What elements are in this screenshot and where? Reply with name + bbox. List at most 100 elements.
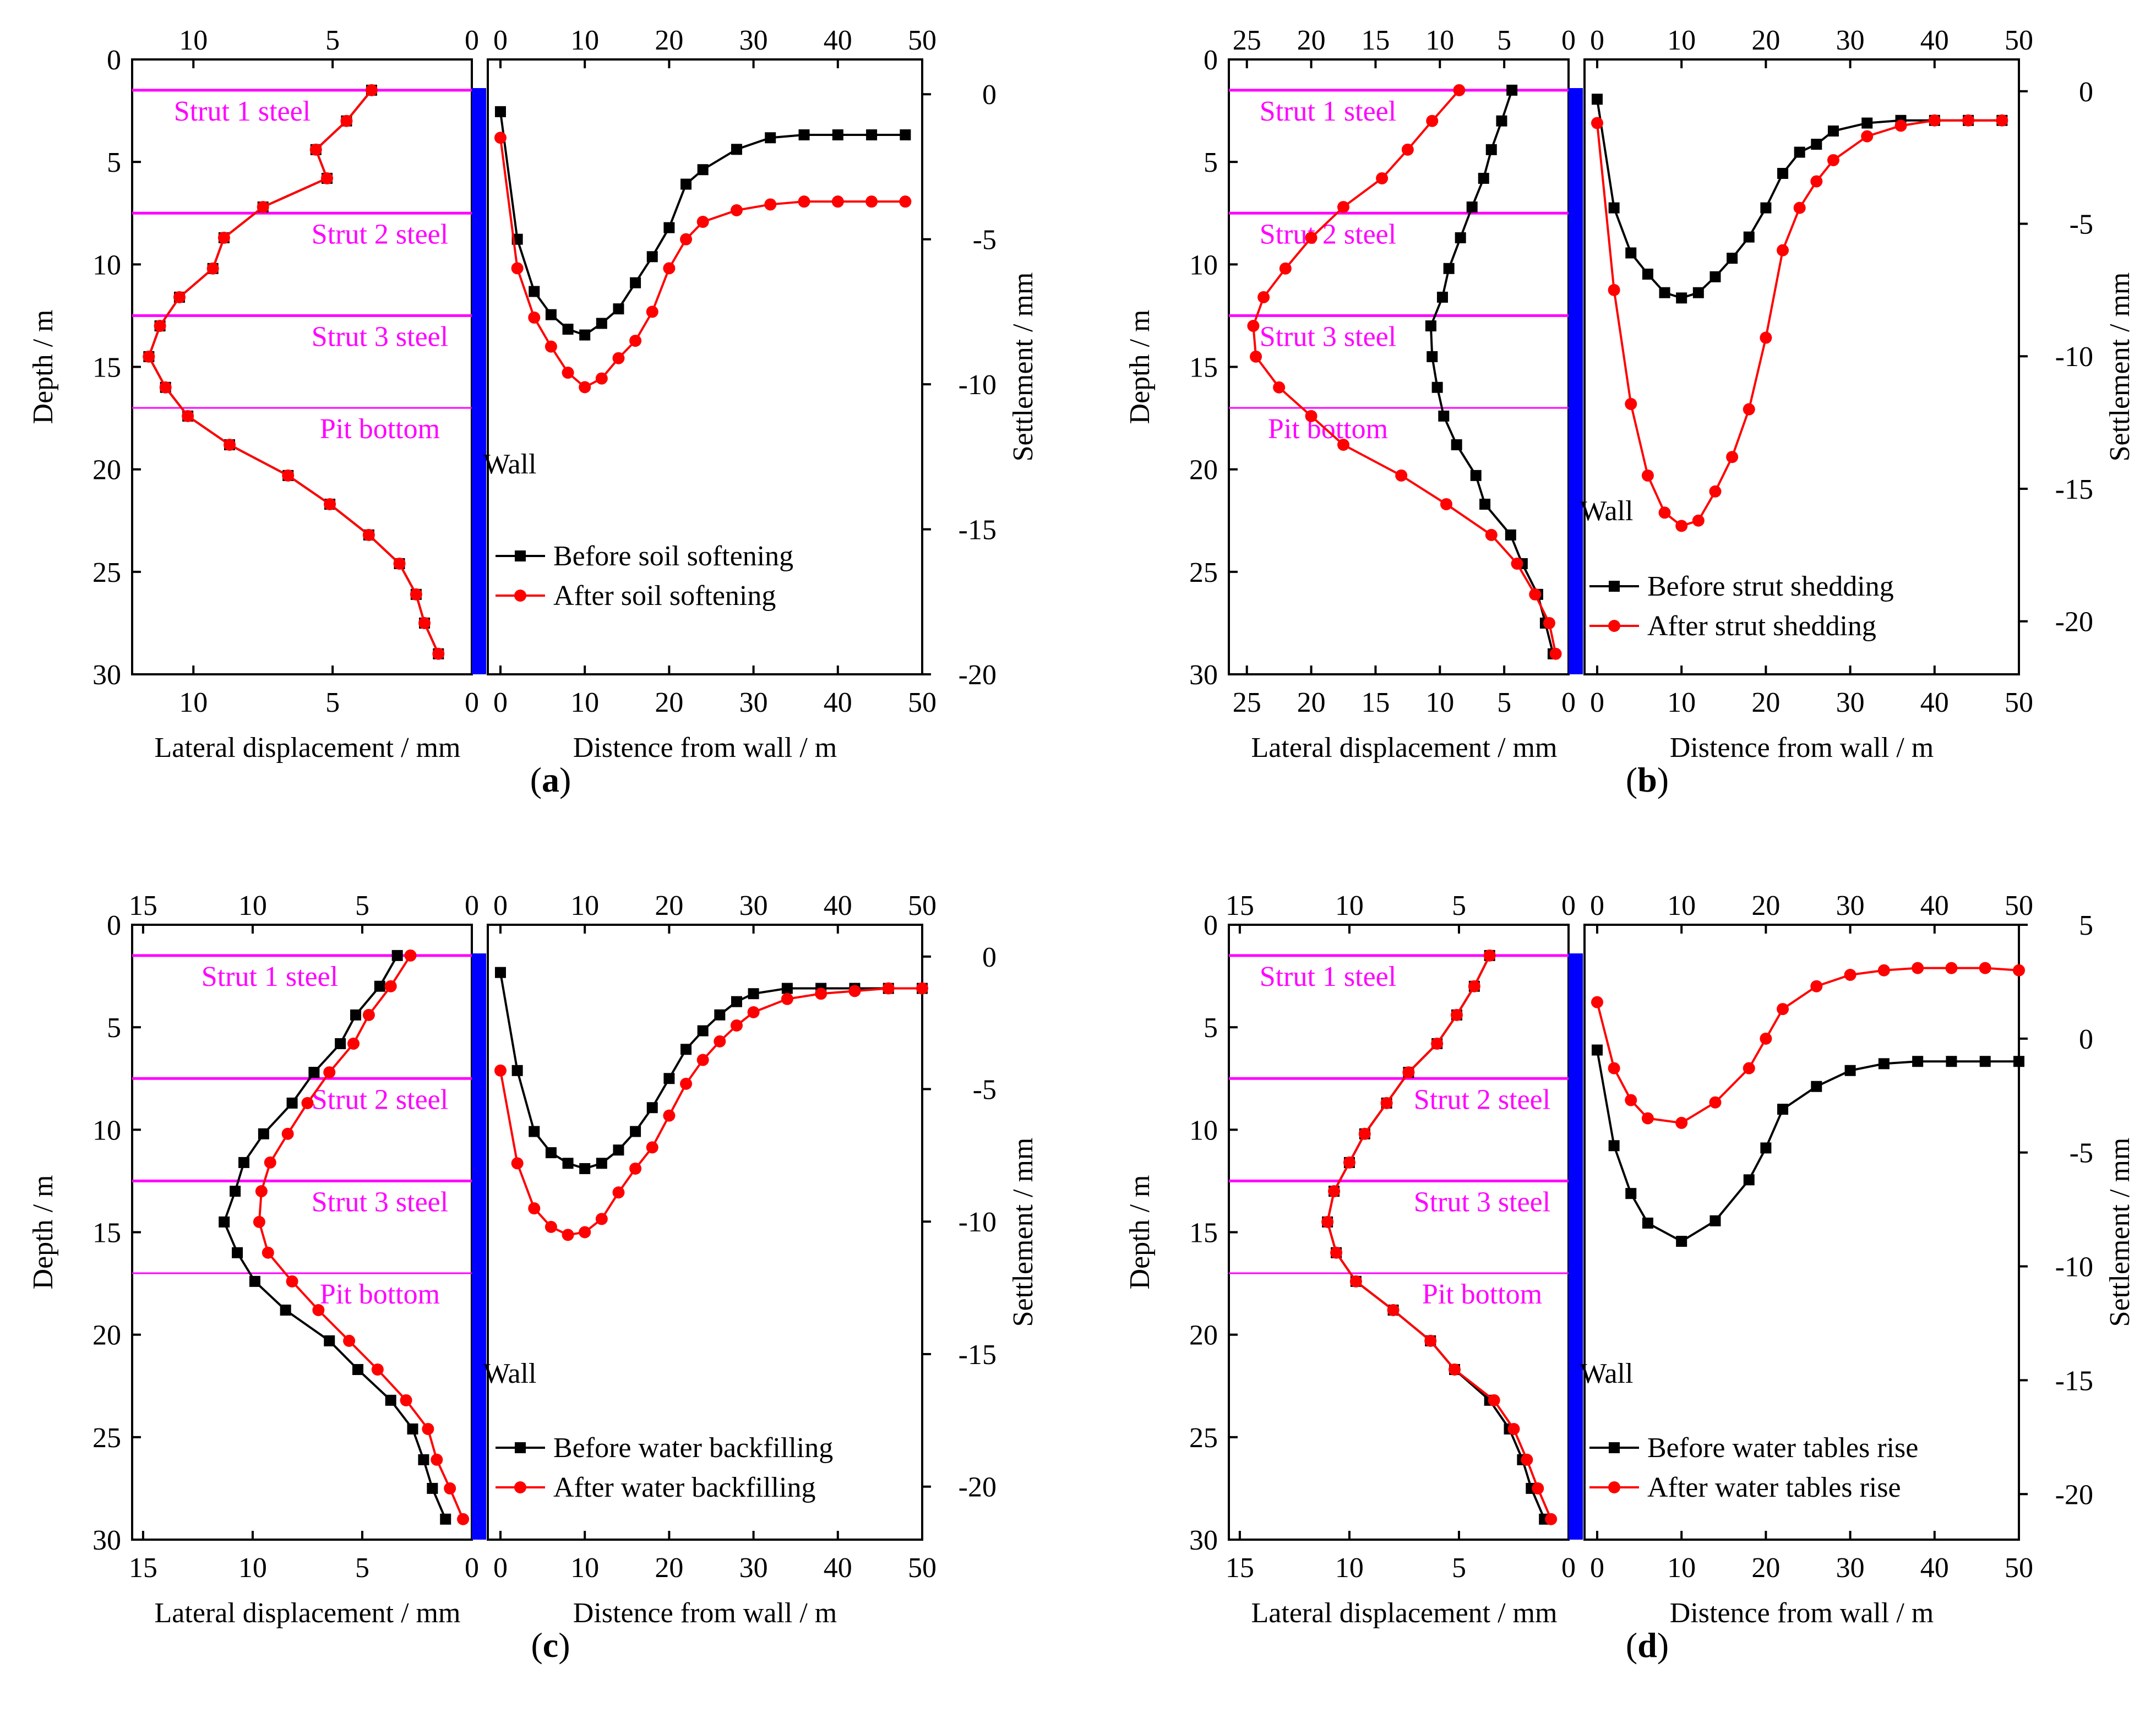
lateral-series-0-point bbox=[1485, 144, 1497, 155]
depth-tick-label: 20 bbox=[92, 1320, 121, 1351]
lateral-series-1-point bbox=[1387, 1303, 1400, 1316]
distance-top-tick-label: 0 bbox=[493, 25, 508, 56]
settlement-series-1-point bbox=[1608, 283, 1620, 296]
settlement-series-0-point bbox=[1676, 292, 1687, 304]
lateral-series-1-point bbox=[1440, 498, 1452, 510]
level-label-pit: Pit bottom bbox=[320, 413, 440, 445]
lateral-series-1-point bbox=[309, 143, 322, 156]
depth-tick-label: 0 bbox=[107, 910, 121, 941]
settlement-axis-title: Settlement / mm bbox=[2104, 272, 2136, 462]
distance-top-tick-label: 50 bbox=[2005, 25, 2033, 56]
settlement-series-1-point bbox=[562, 1229, 574, 1241]
lateral-series-1-point bbox=[1521, 1453, 1533, 1466]
depth-tick-label: 25 bbox=[1189, 1422, 1218, 1454]
lateral-bottom-tick-label: 5 bbox=[355, 1552, 369, 1584]
legend-before-marker bbox=[1609, 581, 1620, 592]
distance-bottom-tick-label: 40 bbox=[824, 687, 852, 718]
depth-axis-title: Depth / m bbox=[1124, 1175, 1156, 1290]
settlement-series-1-point bbox=[595, 1213, 608, 1225]
settlement-series-0-point bbox=[579, 1163, 591, 1174]
depth-tick-label: 30 bbox=[92, 659, 121, 691]
settlement-series-1-point bbox=[1912, 962, 1924, 974]
settlement-series-0-point bbox=[630, 277, 641, 288]
distance-top-tick-label: 50 bbox=[2005, 890, 2033, 921]
distance-top-tick-label: 40 bbox=[1920, 25, 1949, 56]
settlement-series-1-point bbox=[663, 262, 676, 275]
settlement-series-1-point bbox=[680, 1077, 693, 1090]
settlement-tick-label: -20 bbox=[2055, 1479, 2093, 1510]
settlement-series-1-point bbox=[899, 195, 912, 208]
lateral-series-0-point bbox=[352, 1363, 364, 1375]
settlement-series-0-point bbox=[1777, 1104, 1789, 1115]
lateral-series-1-point bbox=[347, 1037, 360, 1050]
lateral-series-0-point bbox=[324, 1335, 335, 1346]
settlement-series-1-point bbox=[629, 335, 642, 347]
level-label-strut1: Strut 1 steel bbox=[202, 961, 338, 992]
lateral-top-tick-label: 0 bbox=[1561, 25, 1576, 56]
distance-bottom-tick-label: 30 bbox=[1836, 1552, 1865, 1584]
lateral-series-1-point bbox=[255, 1185, 268, 1198]
lateral-series-1-point bbox=[286, 1275, 298, 1288]
level-label-strut1: Strut 1 steel bbox=[1260, 96, 1396, 127]
depth-tick-label: 0 bbox=[107, 45, 121, 76]
distance-top-tick-label: 0 bbox=[1590, 890, 1604, 921]
lateral-axis-title: Lateral displacement / mm bbox=[155, 732, 461, 763]
lateral-series-1-point bbox=[1468, 980, 1480, 992]
settlement-series-0-point bbox=[748, 988, 759, 1000]
settlement-series-1-point bbox=[714, 1035, 726, 1048]
legend-before-label: Before soil softening bbox=[553, 541, 793, 572]
lateral-series-0-point bbox=[1479, 498, 1491, 510]
depth-tick-label: 10 bbox=[92, 1115, 121, 1146]
lateral-series-1-point bbox=[1532, 1482, 1544, 1495]
distance-bottom-tick-label: 30 bbox=[739, 687, 768, 718]
settlement-series-0-point bbox=[1811, 1081, 1822, 1092]
settlement-series-1-point bbox=[1608, 1062, 1620, 1075]
settlement-series-1-point bbox=[1979, 962, 1991, 974]
panel-caption: (c) bbox=[531, 1626, 570, 1665]
settlement-series-0-point bbox=[680, 1044, 692, 1055]
settlement-series-0-point bbox=[494, 967, 506, 978]
settlement-series-1-point bbox=[595, 372, 608, 385]
settlement-series-0-point bbox=[1709, 271, 1721, 282]
lateral-series-1-point bbox=[1279, 262, 1292, 275]
lateral-series-0-point bbox=[427, 1482, 438, 1494]
settlement-series-0-point bbox=[1676, 1236, 1687, 1247]
settlement-series-1-point bbox=[696, 216, 709, 228]
lateral-series-0-point bbox=[1425, 320, 1436, 332]
lateral-series-1-point bbox=[1349, 1275, 1362, 1288]
settlement-series-0-line bbox=[499, 972, 922, 1170]
lateral-series-1-point bbox=[362, 528, 375, 541]
settlement-series-0-point bbox=[781, 983, 793, 994]
distance-top-tick-label: 40 bbox=[1920, 890, 1949, 921]
lateral-bottom-tick-label: 10 bbox=[1425, 687, 1454, 718]
level-label-strut2: Strut 2 steel bbox=[1260, 219, 1396, 250]
distance-bottom-tick-label: 50 bbox=[2005, 687, 2033, 718]
lateral-series-1-point bbox=[432, 647, 445, 660]
lateral-series-0-point bbox=[308, 1067, 320, 1078]
settlement-series-1-point bbox=[646, 1141, 658, 1154]
distance-top-tick-label: 40 bbox=[824, 25, 852, 56]
settlement-series-1-point bbox=[511, 1157, 524, 1170]
settlement-series-1-point bbox=[646, 306, 658, 318]
lateral-series-0-point bbox=[1455, 232, 1466, 243]
settlement-series-1-point bbox=[1625, 397, 1637, 410]
distance-top-tick-label: 0 bbox=[1590, 25, 1604, 56]
distance-top-tick-label: 0 bbox=[493, 890, 508, 921]
settlement-series-1-point bbox=[1777, 244, 1789, 257]
panel-caption-letter: b bbox=[1637, 760, 1657, 799]
settlement-plot-frame bbox=[1583, 924, 2020, 1541]
lateral-bottom-tick-label: 5 bbox=[1497, 687, 1511, 718]
lateral-series-1-point bbox=[1450, 1008, 1463, 1021]
distance-bottom-tick-label: 30 bbox=[739, 1552, 768, 1584]
distance-top-tick-label: 20 bbox=[1751, 890, 1780, 921]
lateral-series-1-point bbox=[1424, 1334, 1437, 1347]
settlement-series-0-point bbox=[1946, 1056, 1957, 1067]
lateral-series-0-line bbox=[148, 89, 440, 654]
distance-bottom-tick-label: 20 bbox=[1751, 1552, 1780, 1584]
lateral-series-1-point bbox=[1321, 1215, 1334, 1228]
depth-tick-label: 5 bbox=[107, 147, 121, 178]
settlement-series-0-point bbox=[900, 129, 911, 140]
lateral-series-1-point bbox=[1402, 1066, 1415, 1079]
lateral-series-1-point bbox=[1343, 1156, 1355, 1169]
settlement-series-1-point bbox=[865, 195, 878, 208]
